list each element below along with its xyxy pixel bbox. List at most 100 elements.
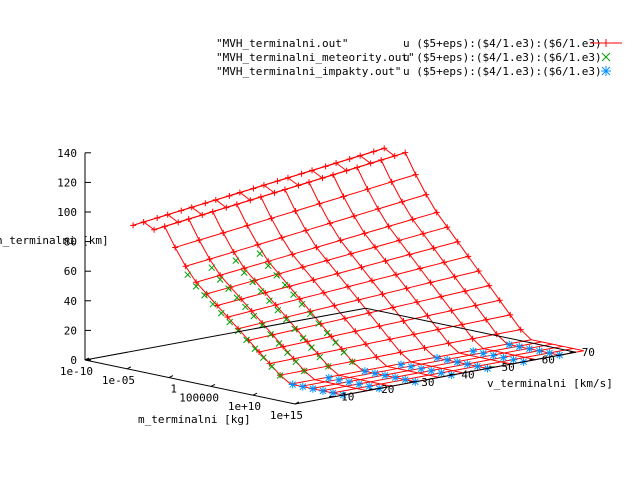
terminalni-point [299,264,306,271]
terminalni-point [391,153,398,160]
x-tick-mark [168,375,174,379]
impakty-point [473,362,482,371]
terminalni-point [254,241,261,248]
terminalni-point [372,244,379,251]
y-axis-line [294,351,576,405]
terminalni-point [358,264,365,271]
impakty-point [407,362,416,371]
meteority-point [217,309,225,317]
x-tick-label: 1 [170,383,177,396]
terminalni-point [469,335,476,342]
terminalni-point [295,182,302,189]
terminalni-point [244,222,251,229]
terminalni-point [161,223,168,230]
meteority-point [316,353,324,361]
terminalni-point [414,299,421,306]
meteority-point [340,348,348,356]
terminalni-point [214,302,221,309]
impakty-point [469,347,478,356]
terminalni-point [281,186,288,193]
y-axis-label: v_terminalni [km/s] [487,377,613,390]
terminalni-point [406,251,413,258]
impakty-point [381,371,390,380]
terminalni-point [389,304,396,311]
meteority-point [284,349,291,357]
terminalni-point [217,272,224,279]
terminalni-point [185,216,192,222]
terminalni-point [304,338,311,345]
terminalni-point [388,178,395,185]
terminalni-point [444,224,451,231]
terminalni-point [441,259,448,266]
terminalni-point [296,295,303,302]
meteority-point [306,310,314,318]
terminalni-point [386,336,393,343]
impakty-point [334,376,343,385]
terminalni-point [338,345,345,352]
meteority-point [216,276,224,283]
terminalni-point [340,193,347,200]
x-tick-label: 1e-05 [102,374,135,387]
terminalni-point [367,160,374,167]
terminalni-point [445,340,452,347]
terminalni-point [290,355,297,362]
terminalni-point [278,234,285,241]
terminalni-point [257,193,264,200]
terminalni-point [316,200,323,207]
terminalni-point [402,149,409,156]
terminalni-point [164,211,171,218]
mesh-line-velocity [301,341,542,387]
terminalni-point [465,253,472,260]
meteority-point [268,363,276,370]
impakty-point [545,349,554,358]
meteority-point [324,363,332,370]
terminalni-point [320,289,327,296]
terminalni-point [223,204,230,211]
terminalni-point [286,283,293,290]
meteority-point [276,372,284,379]
terminalni-point [346,155,353,162]
terminalni-point [193,279,200,286]
meteority-point [273,272,281,279]
legend-marker-impakty [601,66,611,76]
meteority-point [243,336,250,344]
terminalni-point [496,297,503,304]
impakty-point [443,356,452,365]
terminalni-point [396,237,403,244]
terminalni-point [250,185,257,192]
axes-box [84,152,576,405]
z-tick-label: 120 [57,176,77,189]
terminalni-point [378,157,385,164]
base-back-edge [365,307,576,353]
terminalni-point [361,230,368,237]
terminalni-point [272,301,279,308]
z-tick-label: 100 [57,206,77,219]
y-tick-label: 10 [341,391,354,404]
x-tick-mark [210,383,216,387]
terminalni-point [344,283,351,290]
y-tick-label: 30 [421,376,434,389]
terminalni-point [130,222,137,229]
terminalni-point [462,288,469,295]
meteority-point [299,334,307,342]
impakty-point [329,389,338,398]
impakty-point [401,375,410,384]
terminalni-point [274,178,281,185]
impakty-point [360,367,369,376]
terminalni-point [381,145,388,152]
terminalni-point [403,285,410,292]
terminalni-point [343,167,350,174]
z-tick-label: 40 [64,295,77,308]
terminalni-point [382,257,389,264]
meteority-point [323,329,331,337]
x-tick-label: 1e-10 [60,365,93,378]
terminalni-point [331,302,338,309]
terminalni-point [400,317,407,324]
meteority-point [208,264,216,272]
terminalni-point [178,207,185,214]
mesh-line-mass [277,177,488,369]
x-tick-label: 1e+10 [228,400,261,413]
impakty-point [499,353,508,362]
terminalni-point [289,251,296,258]
meteority-point [282,316,290,323]
